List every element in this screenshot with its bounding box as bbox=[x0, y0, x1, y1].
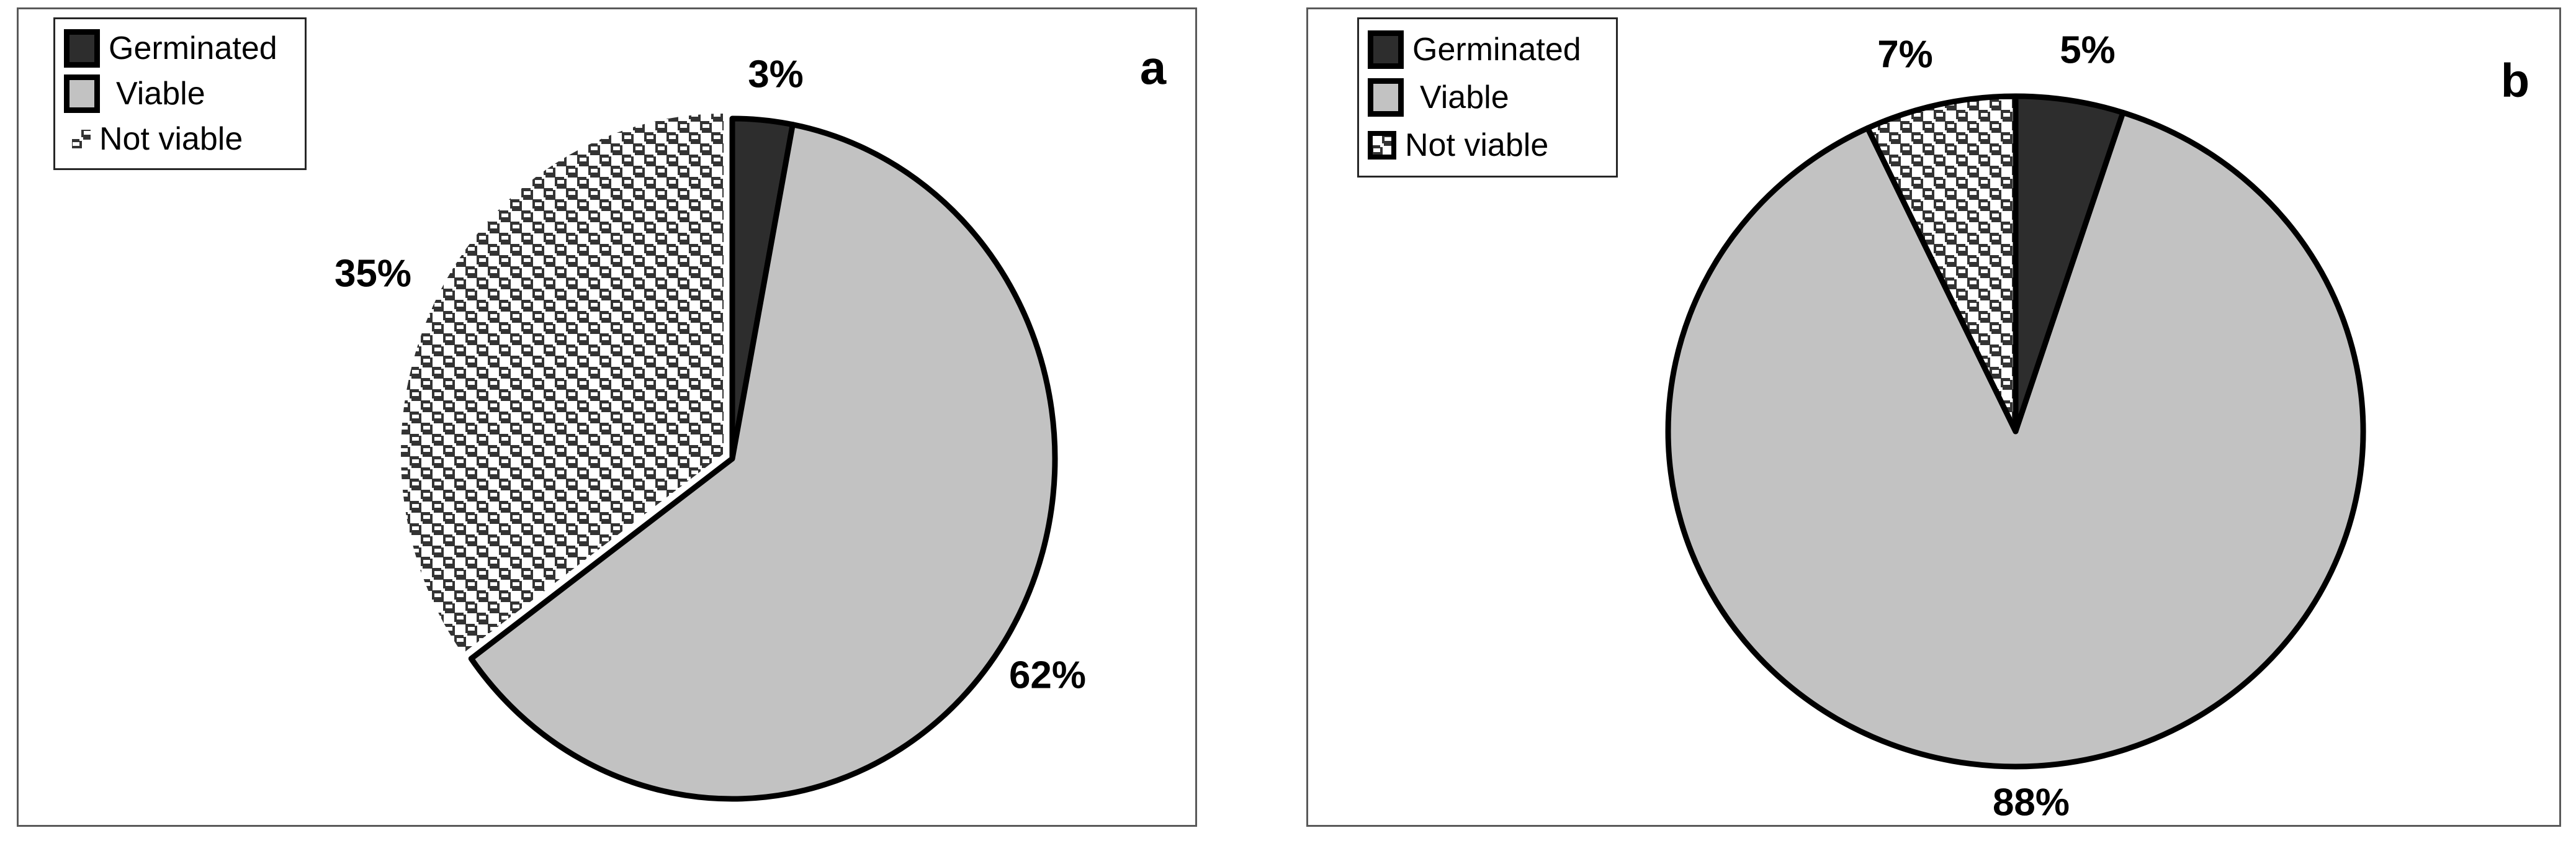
pie-slice-viable-a bbox=[468, 122, 1058, 802]
legend-item-label: Not viable bbox=[1405, 127, 1549, 164]
pie-panel-b: Germinated Viable Not viable 7% 5% 88% b bbox=[1306, 7, 2561, 827]
pie-slice-not-viable-b bbox=[1865, 93, 2019, 435]
pct-label-not-viable-a: 35% bbox=[334, 252, 412, 295]
pie-chart-a bbox=[400, 114, 1058, 802]
not-viable-swatch bbox=[1368, 131, 1396, 160]
pct-label-viable-a: 62% bbox=[1008, 654, 1087, 697]
legend-item-not-viable-b: Not viable bbox=[1368, 124, 1607, 167]
pct-label-not-viable-b: 7% bbox=[1877, 33, 1933, 76]
not-viable-swatch bbox=[72, 130, 91, 149]
legend-item-label: Viable bbox=[1420, 79, 1509, 115]
legend-item-label: Germinated bbox=[1412, 31, 1581, 68]
legend-item-germinated-a: Germinated bbox=[64, 27, 296, 70]
legend-b: Germinated Viable Not viable bbox=[1357, 17, 1618, 178]
panel-letter-a: a bbox=[1139, 42, 1167, 95]
legend-item-label: Viable bbox=[116, 75, 205, 112]
legend-item-germinated-b: Germinated bbox=[1368, 28, 1607, 71]
germinated-swatch bbox=[1368, 30, 1404, 69]
viable-swatch bbox=[64, 74, 100, 113]
panel-letter-b: b bbox=[2500, 54, 2530, 107]
legend-item-label: Not viable bbox=[99, 121, 243, 158]
pct-label-viable-b: 88% bbox=[1992, 781, 2070, 824]
pie-panel-a: Germinated Viable Not viable 3% 35% 62% … bbox=[17, 7, 1197, 827]
legend-item-viable-a: Viable bbox=[64, 72, 296, 115]
legend-item-viable-b: Viable bbox=[1368, 76, 1607, 119]
pct-label-germinated-a: 3% bbox=[748, 53, 804, 96]
legend-item-label: Germinated bbox=[109, 30, 277, 66]
viable-swatch bbox=[1368, 78, 1404, 117]
pct-label-germinated-b: 5% bbox=[2060, 29, 2116, 72]
legend-item-not-viable-a: Not viable bbox=[64, 117, 296, 161]
pie-slice-not-viable-a bbox=[400, 114, 724, 654]
pie-chart-b bbox=[1665, 93, 2366, 770]
germinated-swatch bbox=[64, 29, 100, 68]
legend-a: Germinated Viable Not viable bbox=[53, 17, 307, 170]
pie-slice-viable-b bbox=[1665, 109, 2366, 770]
